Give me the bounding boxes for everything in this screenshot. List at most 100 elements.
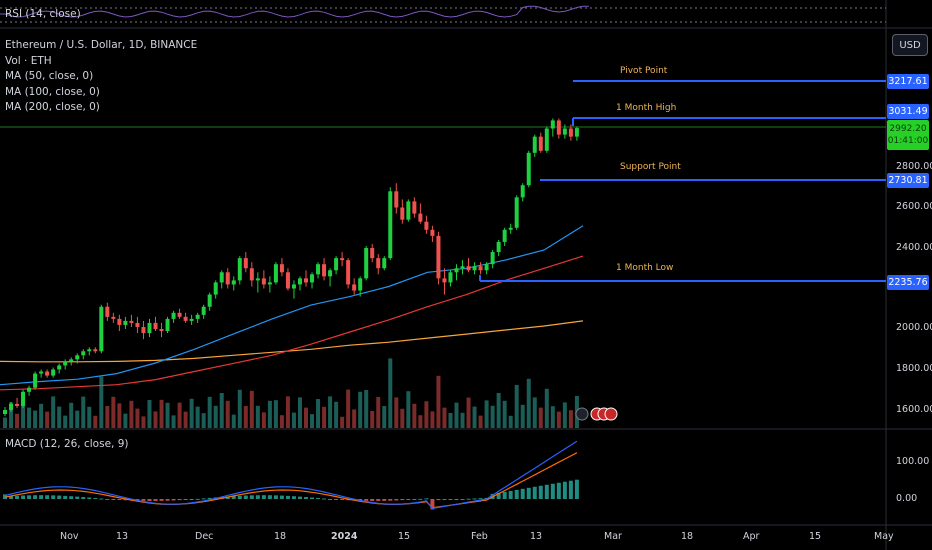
macd-histogram-bar	[472, 498, 477, 500]
volume-bar	[316, 399, 321, 428]
candle-body	[316, 264, 321, 275]
volume-bar	[165, 402, 170, 428]
candle-body	[219, 272, 224, 283]
volume-bar	[370, 411, 375, 428]
volume-bar	[297, 397, 302, 428]
pivot-point-label: Pivot Point	[620, 66, 668, 76]
macd-histogram-bar	[376, 499, 381, 501]
candle-body	[153, 322, 158, 329]
macd-histogram-bar	[526, 487, 531, 499]
macd-histogram-bar	[424, 498, 429, 500]
candle-body	[75, 355, 80, 360]
macd-histogram-bar	[478, 498, 483, 500]
volume-bar	[454, 402, 459, 428]
macd-histogram-bar	[382, 499, 387, 501]
macd-histogram-bar	[231, 496, 236, 499]
macd-histogram-bar	[105, 498, 110, 500]
macd-histogram-bar	[117, 499, 122, 500]
macd-histogram-bar	[466, 498, 471, 500]
volume-bar	[93, 415, 98, 428]
macd-histogram-bar	[448, 499, 453, 500]
candle-body	[508, 227, 513, 230]
macd-histogram-bar	[514, 489, 519, 499]
volume-bar	[436, 375, 441, 428]
candle-body	[87, 349, 92, 352]
macd-histogram-bar	[225, 496, 230, 499]
symbol-title[interactable]: Ethereum / U.S. Dollar, 1D, BINANCE	[5, 39, 198, 51]
volume-bar	[291, 412, 296, 428]
macd-histogram-bar	[21, 495, 26, 499]
candle-body	[334, 258, 339, 271]
candle-body	[39, 371, 44, 374]
macd-histogram-bar	[237, 495, 242, 499]
month-low-price-tag: 2235.76	[887, 275, 929, 290]
candle-body	[490, 252, 495, 265]
volume-bar	[99, 376, 104, 428]
volume-bar	[129, 400, 134, 428]
candle-body	[538, 136, 543, 151]
candle-body	[231, 280, 236, 285]
macd-histogram-bar	[111, 499, 116, 500]
candle-body	[526, 152, 531, 186]
volume-bar	[75, 410, 80, 428]
ma50-line	[0, 225, 584, 386]
volume-bar	[3, 417, 7, 428]
candle-body	[81, 351, 86, 356]
candle-body	[51, 369, 56, 376]
macd-histogram-bar	[99, 498, 104, 500]
candle-body	[364, 248, 369, 279]
macd-histogram-bar	[177, 499, 182, 501]
macd-histogram-bar	[454, 499, 459, 500]
candle-body	[33, 373, 38, 388]
candle-body	[195, 314, 200, 319]
candle-body	[556, 120, 561, 135]
volume-bar	[406, 391, 411, 428]
candle-body	[249, 268, 254, 281]
candle-body	[562, 128, 567, 135]
volume-bar	[237, 389, 242, 428]
bar-countdown: 01:41:00	[887, 136, 929, 146]
time-axis-label: 15	[398, 531, 411, 542]
volume-bar	[147, 400, 152, 428]
time-axis-label: Nov	[60, 531, 79, 542]
volume-bar	[568, 410, 573, 428]
volume-bar	[448, 413, 453, 428]
volume-bar	[219, 393, 224, 428]
macd-histogram-bar	[45, 495, 50, 499]
volume-bar	[273, 400, 278, 428]
macd-histogram-bar	[93, 498, 98, 500]
volume-bar	[442, 407, 447, 428]
volume-bar	[255, 405, 260, 428]
candle-body	[135, 322, 140, 327]
currency-button[interactable]: USD	[892, 34, 928, 56]
volume-bar	[556, 411, 561, 428]
candle-body	[328, 270, 333, 277]
candle-body	[460, 266, 465, 269]
candle-body	[279, 264, 284, 273]
macd-histogram-bar	[243, 495, 248, 499]
volume-bar	[39, 403, 44, 428]
candle-body	[15, 403, 20, 406]
volume-bar	[376, 397, 381, 428]
macd-histogram-bar	[195, 498, 200, 500]
candle-body	[394, 191, 399, 208]
volume-legend[interactable]: Vol · ETH	[5, 54, 52, 67]
volume-bar	[117, 403, 122, 428]
macd-signal-line	[4, 452, 578, 509]
macd-histogram-bar	[159, 499, 164, 501]
volume-bar	[478, 415, 483, 428]
macd-histogram-bar	[273, 495, 278, 499]
macd-histogram-bar	[370, 499, 375, 501]
candle-body	[189, 318, 194, 321]
ma50-legend[interactable]: MA (50, close, 0)	[5, 70, 94, 82]
candle-body	[255, 278, 260, 281]
ma100-legend[interactable]: MA (100, close, 0)	[5, 85, 100, 98]
volume-bar	[472, 406, 477, 428]
ma200-legend[interactable]: MA (200, close, 0)	[5, 101, 100, 113]
macd-histogram-bar	[310, 497, 315, 499]
candle-body	[21, 391, 26, 406]
volume-bar	[460, 412, 465, 428]
volume-bar	[141, 416, 146, 428]
candle-body	[111, 316, 116, 319]
